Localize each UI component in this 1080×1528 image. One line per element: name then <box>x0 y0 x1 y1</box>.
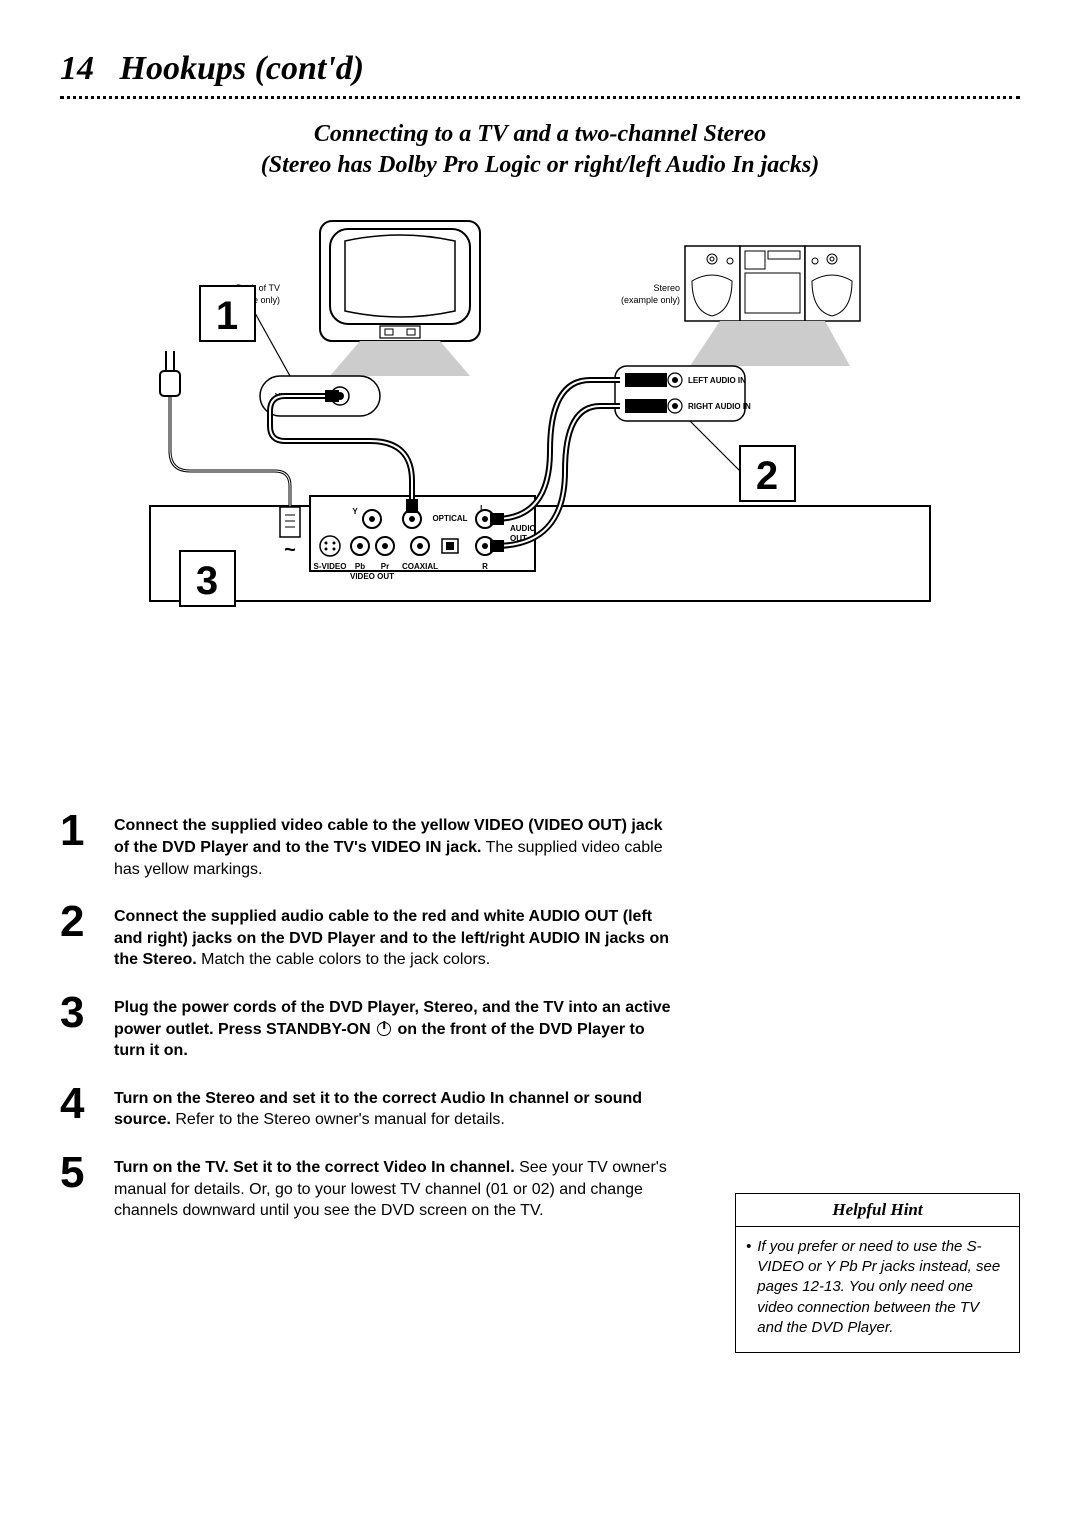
diagram-marker-3: 3 <box>196 559 218 603</box>
step-text: Turn on the Stereo and set it to the cor… <box>114 1084 680 1131</box>
diagram-marker-1: 1 <box>216 294 238 338</box>
y-label: Y <box>352 507 358 516</box>
subtitle: Connecting to a TV and a two-channel Ste… <box>60 119 1020 181</box>
hint-title: Helpful Hint <box>832 1200 922 1219</box>
optical-label: OPTICAL <box>432 514 467 523</box>
step-5: 5 Turn on the TV. Set it to the correct … <box>60 1153 680 1222</box>
step-number: 3 <box>60 993 96 1033</box>
page-title: 14 Hookups (cont'd) <box>60 50 364 87</box>
pb-label: Pb <box>355 562 365 571</box>
hint-body: • If you prefer or need to use the S-VID… <box>736 1227 1019 1352</box>
helpful-hint-box: Helpful Hint • If you prefer or need to … <box>735 1193 1020 1353</box>
l-label: L <box>480 504 485 513</box>
step-rest: Refer to the Stereo owner's manual for d… <box>171 1111 505 1128</box>
bullet-icon: • <box>746 1237 751 1338</box>
step-text: Connect the supplied video cable to the … <box>114 811 680 880</box>
step-2: 2 Connect the supplied audio cable to th… <box>60 902 680 971</box>
subtitle-line2: (Stereo has Dolby Pro Logic or right/lef… <box>60 150 1020 181</box>
step-number: 1 <box>60 811 96 851</box>
step-bold: Turn on the TV. Set it to the correct Vi… <box>114 1159 515 1176</box>
coaxial-label: COAXIAL <box>402 562 438 571</box>
tv-icon <box>320 221 480 376</box>
step-text: Connect the supplied audio cable to the … <box>114 902 680 971</box>
step-text: Plug the power cords of the DVD Player, … <box>114 993 680 1062</box>
instruction-steps: 1 Connect the supplied video cable to th… <box>60 811 680 1221</box>
step-number: 4 <box>60 1084 96 1124</box>
left-audio-label: LEFT AUDIO IN <box>688 376 746 385</box>
hint-text: If you prefer or need to use the S-VIDEO… <box>757 1237 1005 1338</box>
svideo-label: S-VIDEO <box>314 562 347 571</box>
power-icon <box>377 1022 391 1036</box>
pr-label: Pr <box>381 562 389 571</box>
hookup-diagram: Back of TV (example only) 1 VIDEO IN Ste… <box>130 211 950 671</box>
video-out-label: VIDEO OUT <box>350 572 394 581</box>
step-1: 1 Connect the supplied video cable to th… <box>60 811 680 880</box>
dotted-divider <box>60 96 1020 99</box>
stereo-icon <box>685 246 860 366</box>
step-3: 3 Plug the power cords of the DVD Player… <box>60 993 680 1062</box>
page-number: 14 <box>60 50 94 87</box>
diagram-marker-2: 2 <box>756 454 778 498</box>
r-label: R <box>482 562 488 571</box>
step-text: Turn on the TV. Set it to the correct Vi… <box>114 1153 680 1222</box>
step-rest: Match the cable colors to the jack color… <box>197 951 490 968</box>
right-audio-label: RIGHT AUDIO IN <box>688 402 751 411</box>
stereo-label-1: Stereo <box>653 283 680 293</box>
svg-text:~: ~ <box>284 539 296 561</box>
step-number: 2 <box>60 902 96 942</box>
subtitle-line1: Connecting to a TV and a two-channel Ste… <box>60 119 1020 150</box>
hint-title-wrap: Helpful Hint <box>736 1194 1019 1227</box>
title-text: Hookups (cont'd) <box>120 50 365 87</box>
step-number: 5 <box>60 1153 96 1193</box>
audio-out-label1: AUDIO <box>510 524 536 533</box>
page-header: 14 Hookups (cont'd) <box>60 50 1020 88</box>
stereo-label-2: (example only) <box>621 295 680 305</box>
step-4: 4 Turn on the Stereo and set it to the c… <box>60 1084 680 1131</box>
